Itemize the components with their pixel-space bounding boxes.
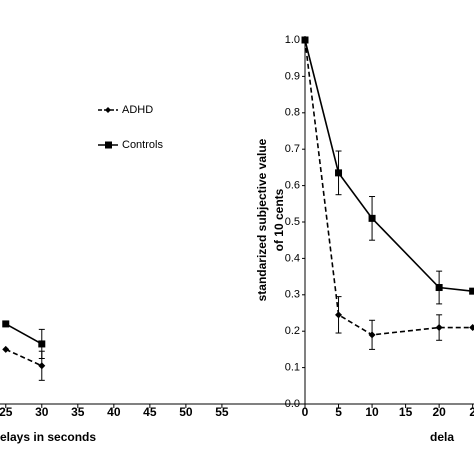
marker (38, 340, 46, 348)
y-tick-label: 0.3 (285, 289, 300, 301)
x-tick-label: 20 (432, 405, 446, 419)
series-line (5, 323, 43, 345)
y-axis-label: of 10 cents (272, 188, 286, 251)
x-tick-label: 45 (143, 405, 157, 419)
marker (2, 320, 10, 328)
x-tick-label: 5 (335, 405, 342, 419)
x-tick-label: 30 (35, 405, 49, 419)
y-axis-label: standarized subjective value (255, 138, 269, 301)
legend-label: Controls (122, 139, 163, 151)
x-tick-label: 25 (0, 405, 13, 419)
series-line (5, 348, 43, 367)
marker (38, 362, 46, 370)
series-line (304, 39, 473, 336)
series-line (304, 39, 473, 292)
y-tick-label: 0.4 (285, 252, 300, 264)
x-tick-label: 35 (71, 405, 85, 419)
x-tick-label: 50 (179, 405, 193, 419)
marker (435, 284, 443, 292)
x-tick-label: 2 (469, 405, 474, 419)
marker (368, 331, 376, 339)
y-tick-label: 0.7 (285, 143, 300, 155)
y-tick-label: 0.9 (285, 70, 300, 82)
y-tick-label: 0.6 (285, 180, 300, 192)
legend-marker (105, 107, 111, 113)
marker (335, 311, 343, 319)
y-tick-label: 0.2 (285, 325, 300, 337)
legend-marker (105, 141, 112, 149)
y-tick-label: 0.1 (285, 362, 300, 374)
marker (435, 324, 443, 332)
x-axis-label: elays in seconds (0, 430, 96, 444)
y-tick-label: 0.0 (285, 398, 300, 410)
y-tick-label: 1.0 (285, 34, 300, 46)
marker (2, 345, 10, 353)
y-tick-label: 0.8 (285, 107, 300, 119)
x-tick-label: 10 (365, 405, 379, 419)
x-tick-label: 15 (399, 405, 413, 419)
legend-label: ADHD (122, 104, 153, 116)
marker (301, 36, 309, 44)
marker (469, 324, 474, 332)
y-tick-label: 0.5 (285, 216, 300, 228)
x-tick-label: 40 (107, 405, 121, 419)
x-axis-label: dela (430, 430, 454, 444)
marker (368, 214, 376, 222)
marker (335, 169, 343, 177)
marker (469, 287, 474, 295)
x-tick-label: 55 (215, 405, 229, 419)
x-tick-label: 0 (302, 405, 309, 419)
